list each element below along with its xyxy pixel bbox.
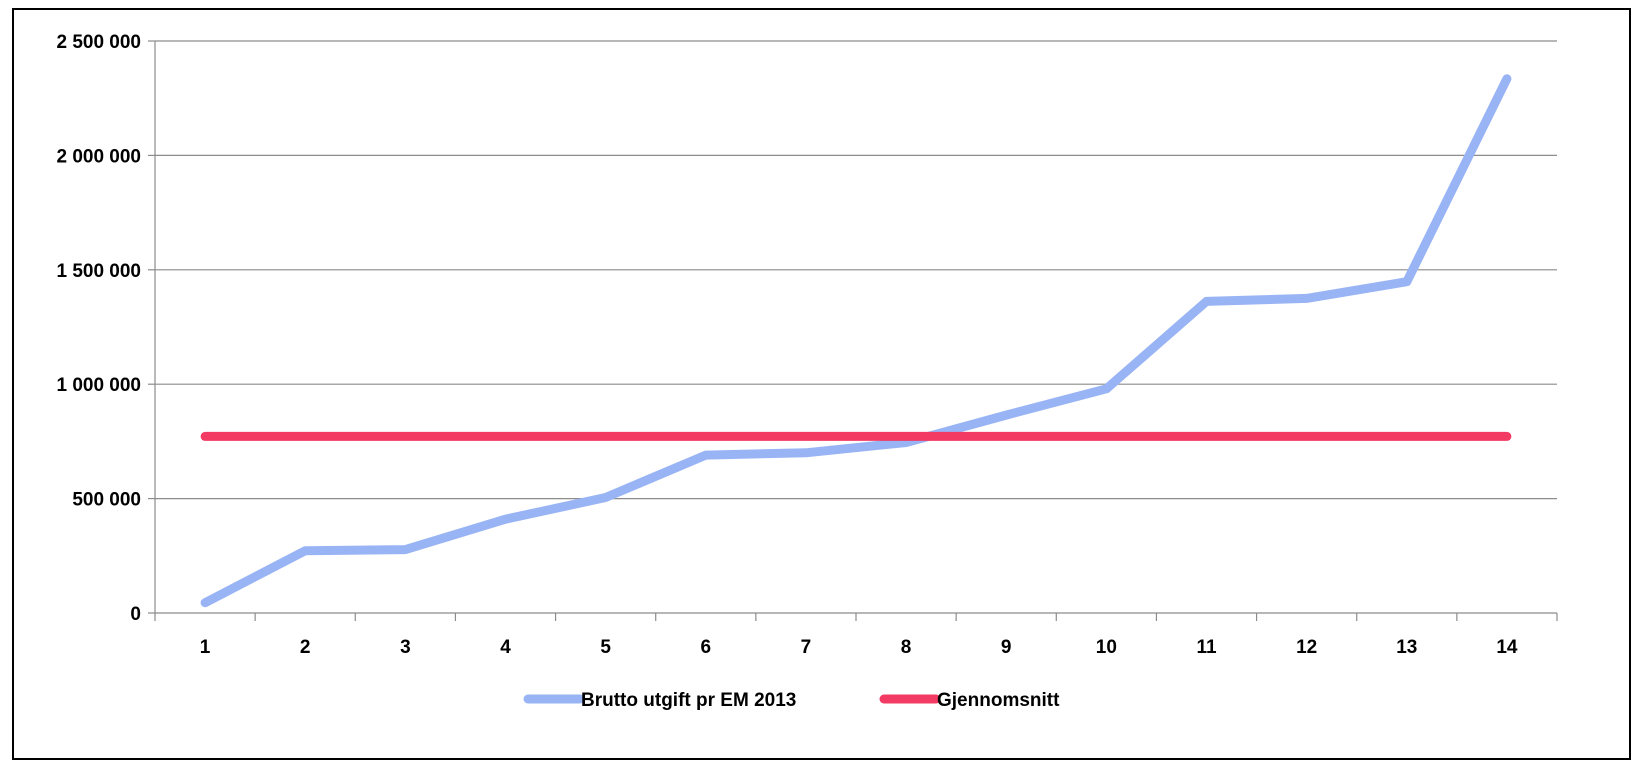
x-tick-label: 14: [1496, 637, 1518, 658]
legend-label: Gjennomsnitt: [937, 690, 1060, 711]
x-tick-label: 11: [1196, 637, 1217, 658]
gridlines: [155, 40, 1557, 500]
y-tick-label: 2 000 000: [56, 146, 141, 167]
axes: [148, 40, 1558, 621]
x-tick-label: 12: [1296, 637, 1317, 658]
data-points: [204, 78, 1508, 603]
y-axis-tick-labels: 0 500 000 1 000 000 1 500 000 2 000 000 2 500…: [56, 32, 141, 625]
y-tick-label: 500 000: [72, 490, 141, 511]
series-line-1: [200, 74, 1512, 608]
x-tick-label: 13: [1396, 637, 1417, 658]
x-tick-label: 8: [901, 637, 912, 658]
x-tick-label: 7: [801, 637, 812, 658]
x-tick-label: 4: [500, 637, 511, 658]
legend-label: Brutto utgift pr EM 2013: [581, 690, 796, 711]
y-tick-label: 1 500 000: [56, 261, 141, 282]
x-tick-label: 10: [1096, 637, 1117, 658]
y-tick-label: 2 500 000: [56, 32, 141, 53]
series-lines: [200, 74, 1512, 608]
x-tick-label: 5: [600, 637, 611, 658]
y-tick-label: 0: [130, 604, 141, 625]
y-tick-label: 1 000 000: [56, 375, 141, 396]
x-tick-label: 6: [700, 637, 711, 658]
x-axis-tick-labels: 1 2 3 4 5 6 7 8 9 10 11 12 13 14: [200, 637, 1518, 658]
x-tick-label: 9: [1001, 637, 1012, 658]
x-tick-label: 1: [200, 637, 211, 658]
legend: Brutto utgift pr EM 2013 Gjennomsnitt: [523, 690, 1060, 711]
x-tick-label: 2: [300, 637, 311, 658]
x-tick-label: 3: [400, 637, 411, 658]
